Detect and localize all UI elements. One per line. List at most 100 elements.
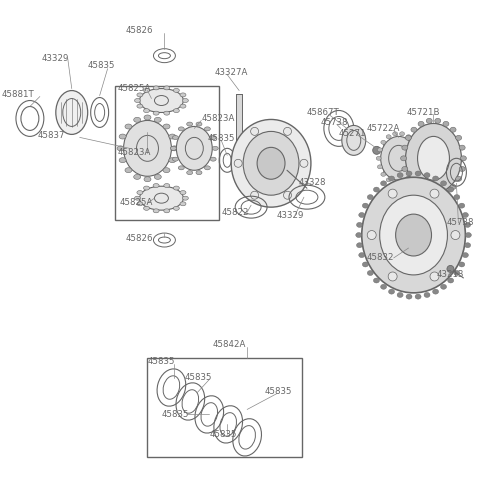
Ellipse shape xyxy=(196,122,202,126)
Ellipse shape xyxy=(441,284,446,290)
Ellipse shape xyxy=(443,122,449,126)
Ellipse shape xyxy=(153,86,159,90)
Ellipse shape xyxy=(362,203,368,208)
Ellipse shape xyxy=(144,115,151,120)
Ellipse shape xyxy=(401,156,407,161)
Ellipse shape xyxy=(381,284,386,290)
Ellipse shape xyxy=(381,172,386,176)
Ellipse shape xyxy=(402,145,408,150)
Circle shape xyxy=(284,191,291,199)
Ellipse shape xyxy=(140,88,183,112)
Ellipse shape xyxy=(212,146,218,150)
Ellipse shape xyxy=(454,194,460,200)
Ellipse shape xyxy=(432,176,439,181)
Ellipse shape xyxy=(459,166,465,172)
Ellipse shape xyxy=(465,222,470,228)
Ellipse shape xyxy=(426,194,432,198)
Ellipse shape xyxy=(388,289,395,294)
Ellipse shape xyxy=(443,190,449,196)
Ellipse shape xyxy=(411,184,417,190)
Text: 43329: 43329 xyxy=(277,210,304,220)
Ellipse shape xyxy=(125,168,132,172)
Text: 45835: 45835 xyxy=(88,61,115,70)
Bar xyxy=(115,86,219,220)
Ellipse shape xyxy=(418,190,424,196)
Ellipse shape xyxy=(393,132,397,136)
Ellipse shape xyxy=(406,124,461,193)
Ellipse shape xyxy=(418,122,424,126)
Ellipse shape xyxy=(144,186,149,190)
Ellipse shape xyxy=(465,242,470,248)
Ellipse shape xyxy=(125,124,132,129)
Text: 45825A: 45825A xyxy=(118,84,151,93)
Ellipse shape xyxy=(367,270,373,276)
Text: 45722A: 45722A xyxy=(367,124,400,133)
Ellipse shape xyxy=(134,174,141,180)
Ellipse shape xyxy=(357,242,362,248)
Ellipse shape xyxy=(140,186,183,210)
Circle shape xyxy=(430,189,439,198)
Ellipse shape xyxy=(386,178,391,182)
Text: 45832: 45832 xyxy=(367,254,394,262)
Ellipse shape xyxy=(178,166,184,170)
Ellipse shape xyxy=(123,120,171,176)
Ellipse shape xyxy=(460,156,467,161)
Text: 45823A: 45823A xyxy=(201,114,235,123)
Text: 45881T: 45881T xyxy=(2,90,35,99)
Ellipse shape xyxy=(377,165,383,169)
Ellipse shape xyxy=(424,172,430,178)
Ellipse shape xyxy=(380,195,447,275)
Ellipse shape xyxy=(144,177,151,182)
Ellipse shape xyxy=(386,134,391,138)
Ellipse shape xyxy=(459,203,465,208)
Ellipse shape xyxy=(415,148,420,152)
Ellipse shape xyxy=(171,146,178,151)
Ellipse shape xyxy=(399,181,405,185)
Ellipse shape xyxy=(134,98,141,102)
Text: 45867T: 45867T xyxy=(307,108,340,117)
Text: 45837: 45837 xyxy=(38,131,65,140)
Ellipse shape xyxy=(456,176,462,182)
Ellipse shape xyxy=(117,146,124,151)
Ellipse shape xyxy=(137,93,143,97)
Text: 45835: 45835 xyxy=(207,134,235,143)
Text: 43329: 43329 xyxy=(42,54,69,63)
Ellipse shape xyxy=(359,252,365,258)
Circle shape xyxy=(234,160,242,168)
Ellipse shape xyxy=(144,88,149,92)
Ellipse shape xyxy=(377,148,383,152)
Ellipse shape xyxy=(210,136,216,140)
Ellipse shape xyxy=(362,178,466,293)
Ellipse shape xyxy=(456,136,462,140)
Bar xyxy=(147,358,302,458)
Ellipse shape xyxy=(169,134,176,139)
Ellipse shape xyxy=(180,202,186,206)
Ellipse shape xyxy=(163,124,170,129)
Ellipse shape xyxy=(402,166,408,172)
Circle shape xyxy=(367,230,376,239)
Ellipse shape xyxy=(153,209,159,213)
Ellipse shape xyxy=(357,222,362,228)
Ellipse shape xyxy=(172,136,179,140)
Ellipse shape xyxy=(154,174,161,180)
Ellipse shape xyxy=(397,172,403,178)
Ellipse shape xyxy=(243,132,299,195)
Ellipse shape xyxy=(405,176,411,182)
Text: 45842A: 45842A xyxy=(213,340,246,349)
Text: 43328: 43328 xyxy=(299,178,326,186)
Ellipse shape xyxy=(137,104,143,108)
Text: 43213: 43213 xyxy=(436,270,464,280)
Ellipse shape xyxy=(362,262,368,267)
Ellipse shape xyxy=(411,140,416,144)
Ellipse shape xyxy=(432,289,439,294)
Ellipse shape xyxy=(397,292,403,298)
Text: 45738: 45738 xyxy=(321,118,348,127)
Text: 45835: 45835 xyxy=(264,387,291,396)
Ellipse shape xyxy=(406,171,412,176)
Ellipse shape xyxy=(180,104,186,108)
Ellipse shape xyxy=(187,170,192,174)
Ellipse shape xyxy=(406,134,411,138)
Circle shape xyxy=(251,128,259,136)
Text: 43327A: 43327A xyxy=(214,68,248,77)
Ellipse shape xyxy=(204,166,210,170)
